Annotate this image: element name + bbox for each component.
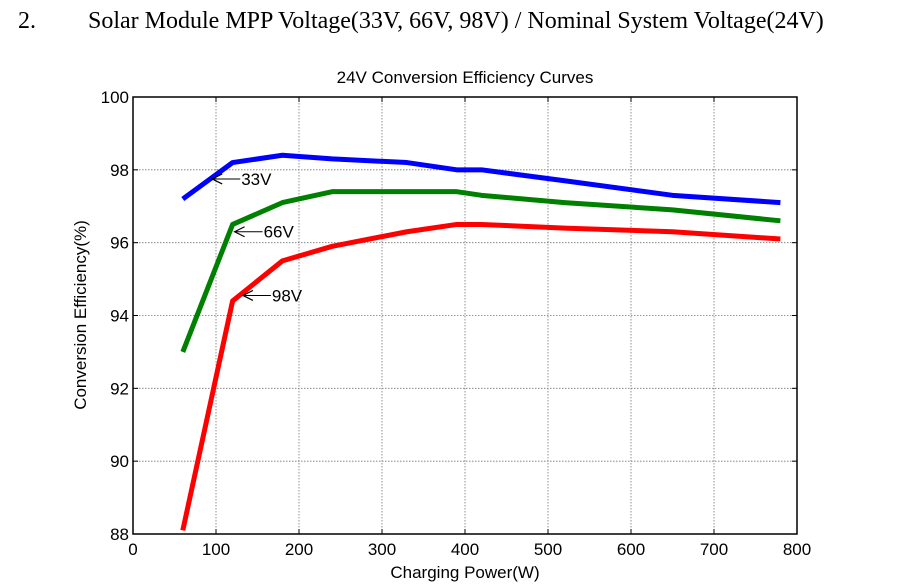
y-tick-label: 96 bbox=[110, 234, 129, 253]
annotation-label-66V: 66V bbox=[264, 223, 295, 242]
x-tick-label: 0 bbox=[128, 540, 137, 559]
series-lines bbox=[180, 152, 781, 531]
annotation-label-33V: 33V bbox=[241, 170, 272, 189]
x-tick-label: 500 bbox=[534, 540, 562, 559]
arrowhead-icon bbox=[210, 173, 223, 185]
series-line-66V bbox=[180, 189, 781, 353]
arrowhead-icon bbox=[241, 289, 254, 302]
x-tick-label: 400 bbox=[451, 540, 479, 559]
annotations: 33V 66V 98V bbox=[210, 170, 303, 305]
y-tick-label: 94 bbox=[110, 307, 129, 326]
y-tick-label: 92 bbox=[110, 379, 129, 398]
annotation-label-98V: 98V bbox=[272, 286, 303, 305]
arrowhead-icon bbox=[233, 226, 245, 238]
x-axis-label: Charging Power(W) bbox=[390, 563, 539, 582]
x-tick-label: 200 bbox=[285, 540, 313, 559]
section-title: Solar Module MPP Voltage(33V, 66V, 98V) … bbox=[88, 8, 824, 34]
y-tick-label: 100 bbox=[101, 88, 129, 107]
y-axis-label: Conversion Efficiency(%) bbox=[71, 220, 90, 410]
y-tick-label: 90 bbox=[110, 452, 129, 471]
chart-title: 24V Conversion Efficiency Curves bbox=[337, 68, 594, 87]
series-line-98V bbox=[180, 221, 781, 531]
x-tick-label: 300 bbox=[368, 540, 396, 559]
x-tick-label: 100 bbox=[202, 540, 230, 559]
y-tick-label: 98 bbox=[110, 161, 129, 180]
y-tick-label: 88 bbox=[110, 525, 129, 544]
x-tick-label: 600 bbox=[617, 540, 645, 559]
x-tick-label: 800 bbox=[783, 540, 811, 559]
series-line-33V bbox=[181, 152, 781, 206]
section-number: 2. bbox=[18, 8, 36, 34]
axis-ticks: 0 100 200 300 400 500 600 700 800 88 90 92 94 96 98 100 bbox=[101, 88, 812, 559]
x-tick-label: 700 bbox=[700, 540, 728, 559]
